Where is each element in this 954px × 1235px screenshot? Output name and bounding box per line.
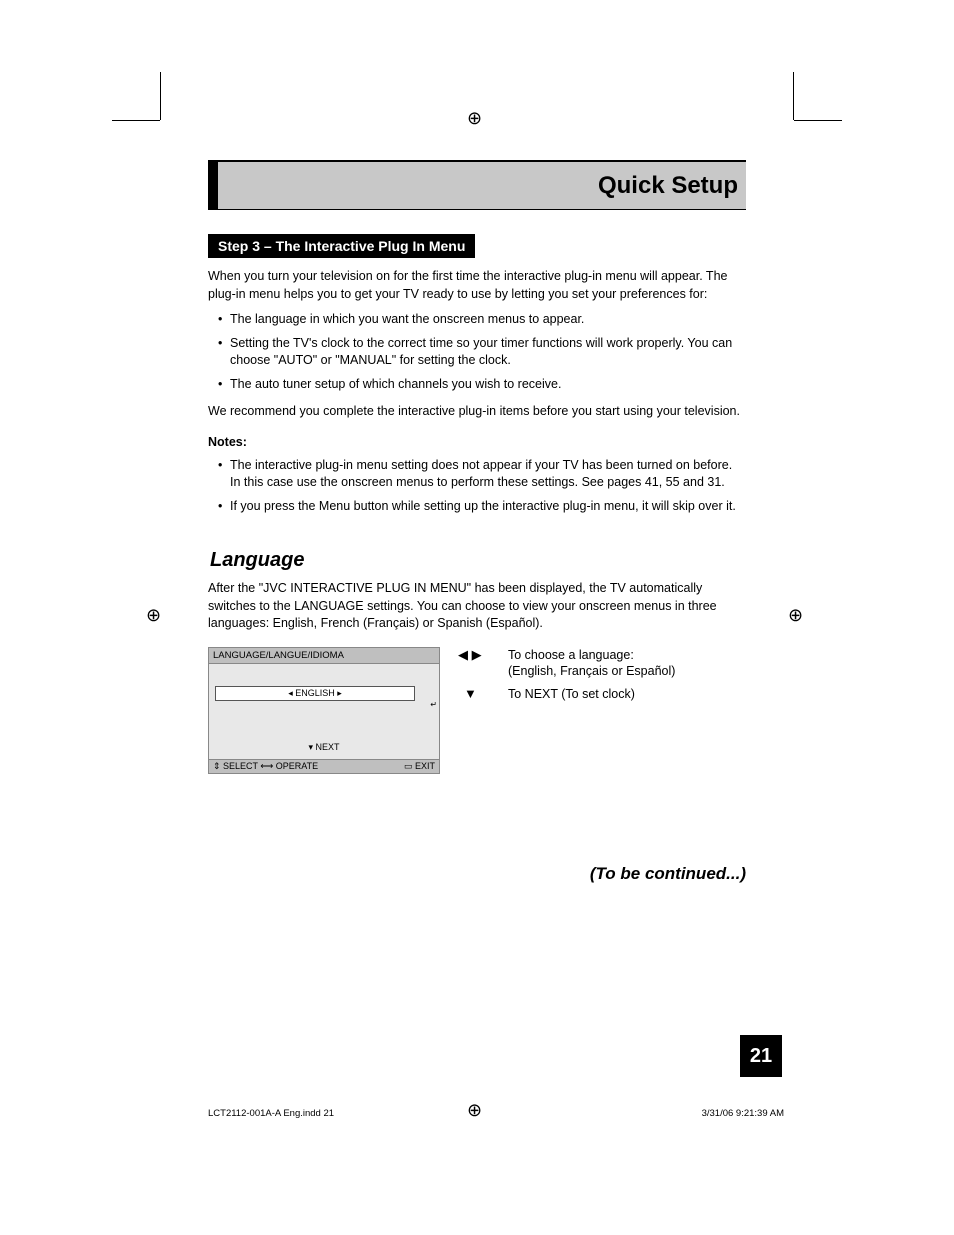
instruction-text: To choose a language: (English, Français… bbox=[508, 647, 746, 681]
registration-mark-icon: ⊕ bbox=[467, 1100, 482, 1121]
page-title: Quick Setup bbox=[598, 172, 738, 200]
footer-timestamp: 3/31/06 9:21:39 AM bbox=[702, 1108, 784, 1119]
osd-footer-left: ⇕ SELECT ⟷ OPERATE bbox=[213, 761, 318, 772]
language-paragraph: After the "JVC INTERACTIVE PLUG IN MENU"… bbox=[208, 580, 746, 633]
title-sidebar bbox=[208, 160, 218, 210]
registration-mark-icon: ⊕ bbox=[467, 108, 482, 129]
feature-list: The language in which you want the onscr… bbox=[208, 311, 746, 393]
left-right-arrow-icon: ◀ ▶ bbox=[458, 647, 508, 681]
list-item: The language in which you want the onscr… bbox=[208, 311, 746, 329]
instruction-row: ▼ To NEXT (To set clock) bbox=[458, 686, 746, 703]
crop-mark bbox=[160, 72, 161, 120]
osd-screenshot: LANGUAGE/LANGUE/IDIOMA ◂ ENGLISH ▸ ↵ ▾ N… bbox=[208, 647, 440, 774]
list-item: If you press the Menu button while setti… bbox=[208, 498, 746, 516]
instruction-text: To NEXT (To set clock) bbox=[508, 686, 746, 703]
instructions: ◀ ▶ To choose a language: (English, Fran… bbox=[458, 647, 746, 774]
registration-mark-icon: ⊕ bbox=[146, 605, 161, 626]
title-bar: Quick Setup bbox=[208, 160, 746, 210]
instruction-row: ◀ ▶ To choose a language: (English, Fran… bbox=[458, 647, 746, 681]
recommend-paragraph: We recommend you complete the interactiv… bbox=[208, 403, 746, 421]
osd-next: ▾ NEXT bbox=[209, 742, 439, 753]
registration-mark-icon: ⊕ bbox=[788, 605, 803, 626]
osd-footer-right: ▭ EXIT bbox=[404, 761, 435, 772]
osd-title: LANGUAGE/LANGUE/IDIOMA bbox=[208, 647, 440, 664]
crop-mark bbox=[112, 120, 160, 121]
list-item: The auto tuner setup of which channels y… bbox=[208, 376, 746, 394]
notes-label: Notes: bbox=[208, 435, 746, 449]
crop-mark bbox=[794, 120, 842, 121]
continued-text: (To be continued...) bbox=[208, 864, 746, 884]
list-item: The interactive plug-in menu setting doe… bbox=[208, 457, 746, 492]
footer-filename: LCT2112-001A-A Eng.indd 21 bbox=[208, 1108, 334, 1119]
down-arrow-icon: ▼ bbox=[458, 686, 508, 703]
crop-mark bbox=[793, 72, 794, 120]
language-heading: Language bbox=[210, 549, 746, 572]
return-icon: ↵ bbox=[430, 700, 437, 709]
notes-list: The interactive plug-in menu setting doe… bbox=[208, 457, 746, 516]
page-number: 21 bbox=[740, 1035, 782, 1077]
osd-footer: ⇕ SELECT ⟷ OPERATE ▭ EXIT bbox=[208, 760, 440, 774]
page-content: Quick Setup Step 3 – The Interactive Plu… bbox=[208, 160, 746, 884]
step-heading: Step 3 – The Interactive Plug In Menu bbox=[208, 234, 475, 258]
osd-body: ◂ ENGLISH ▸ ↵ ▾ NEXT bbox=[208, 664, 440, 760]
osd-language-field: ◂ ENGLISH ▸ bbox=[215, 686, 415, 701]
intro-paragraph: When you turn your television on for the… bbox=[208, 268, 746, 303]
list-item: Setting the TV's clock to the correct ti… bbox=[208, 335, 746, 370]
